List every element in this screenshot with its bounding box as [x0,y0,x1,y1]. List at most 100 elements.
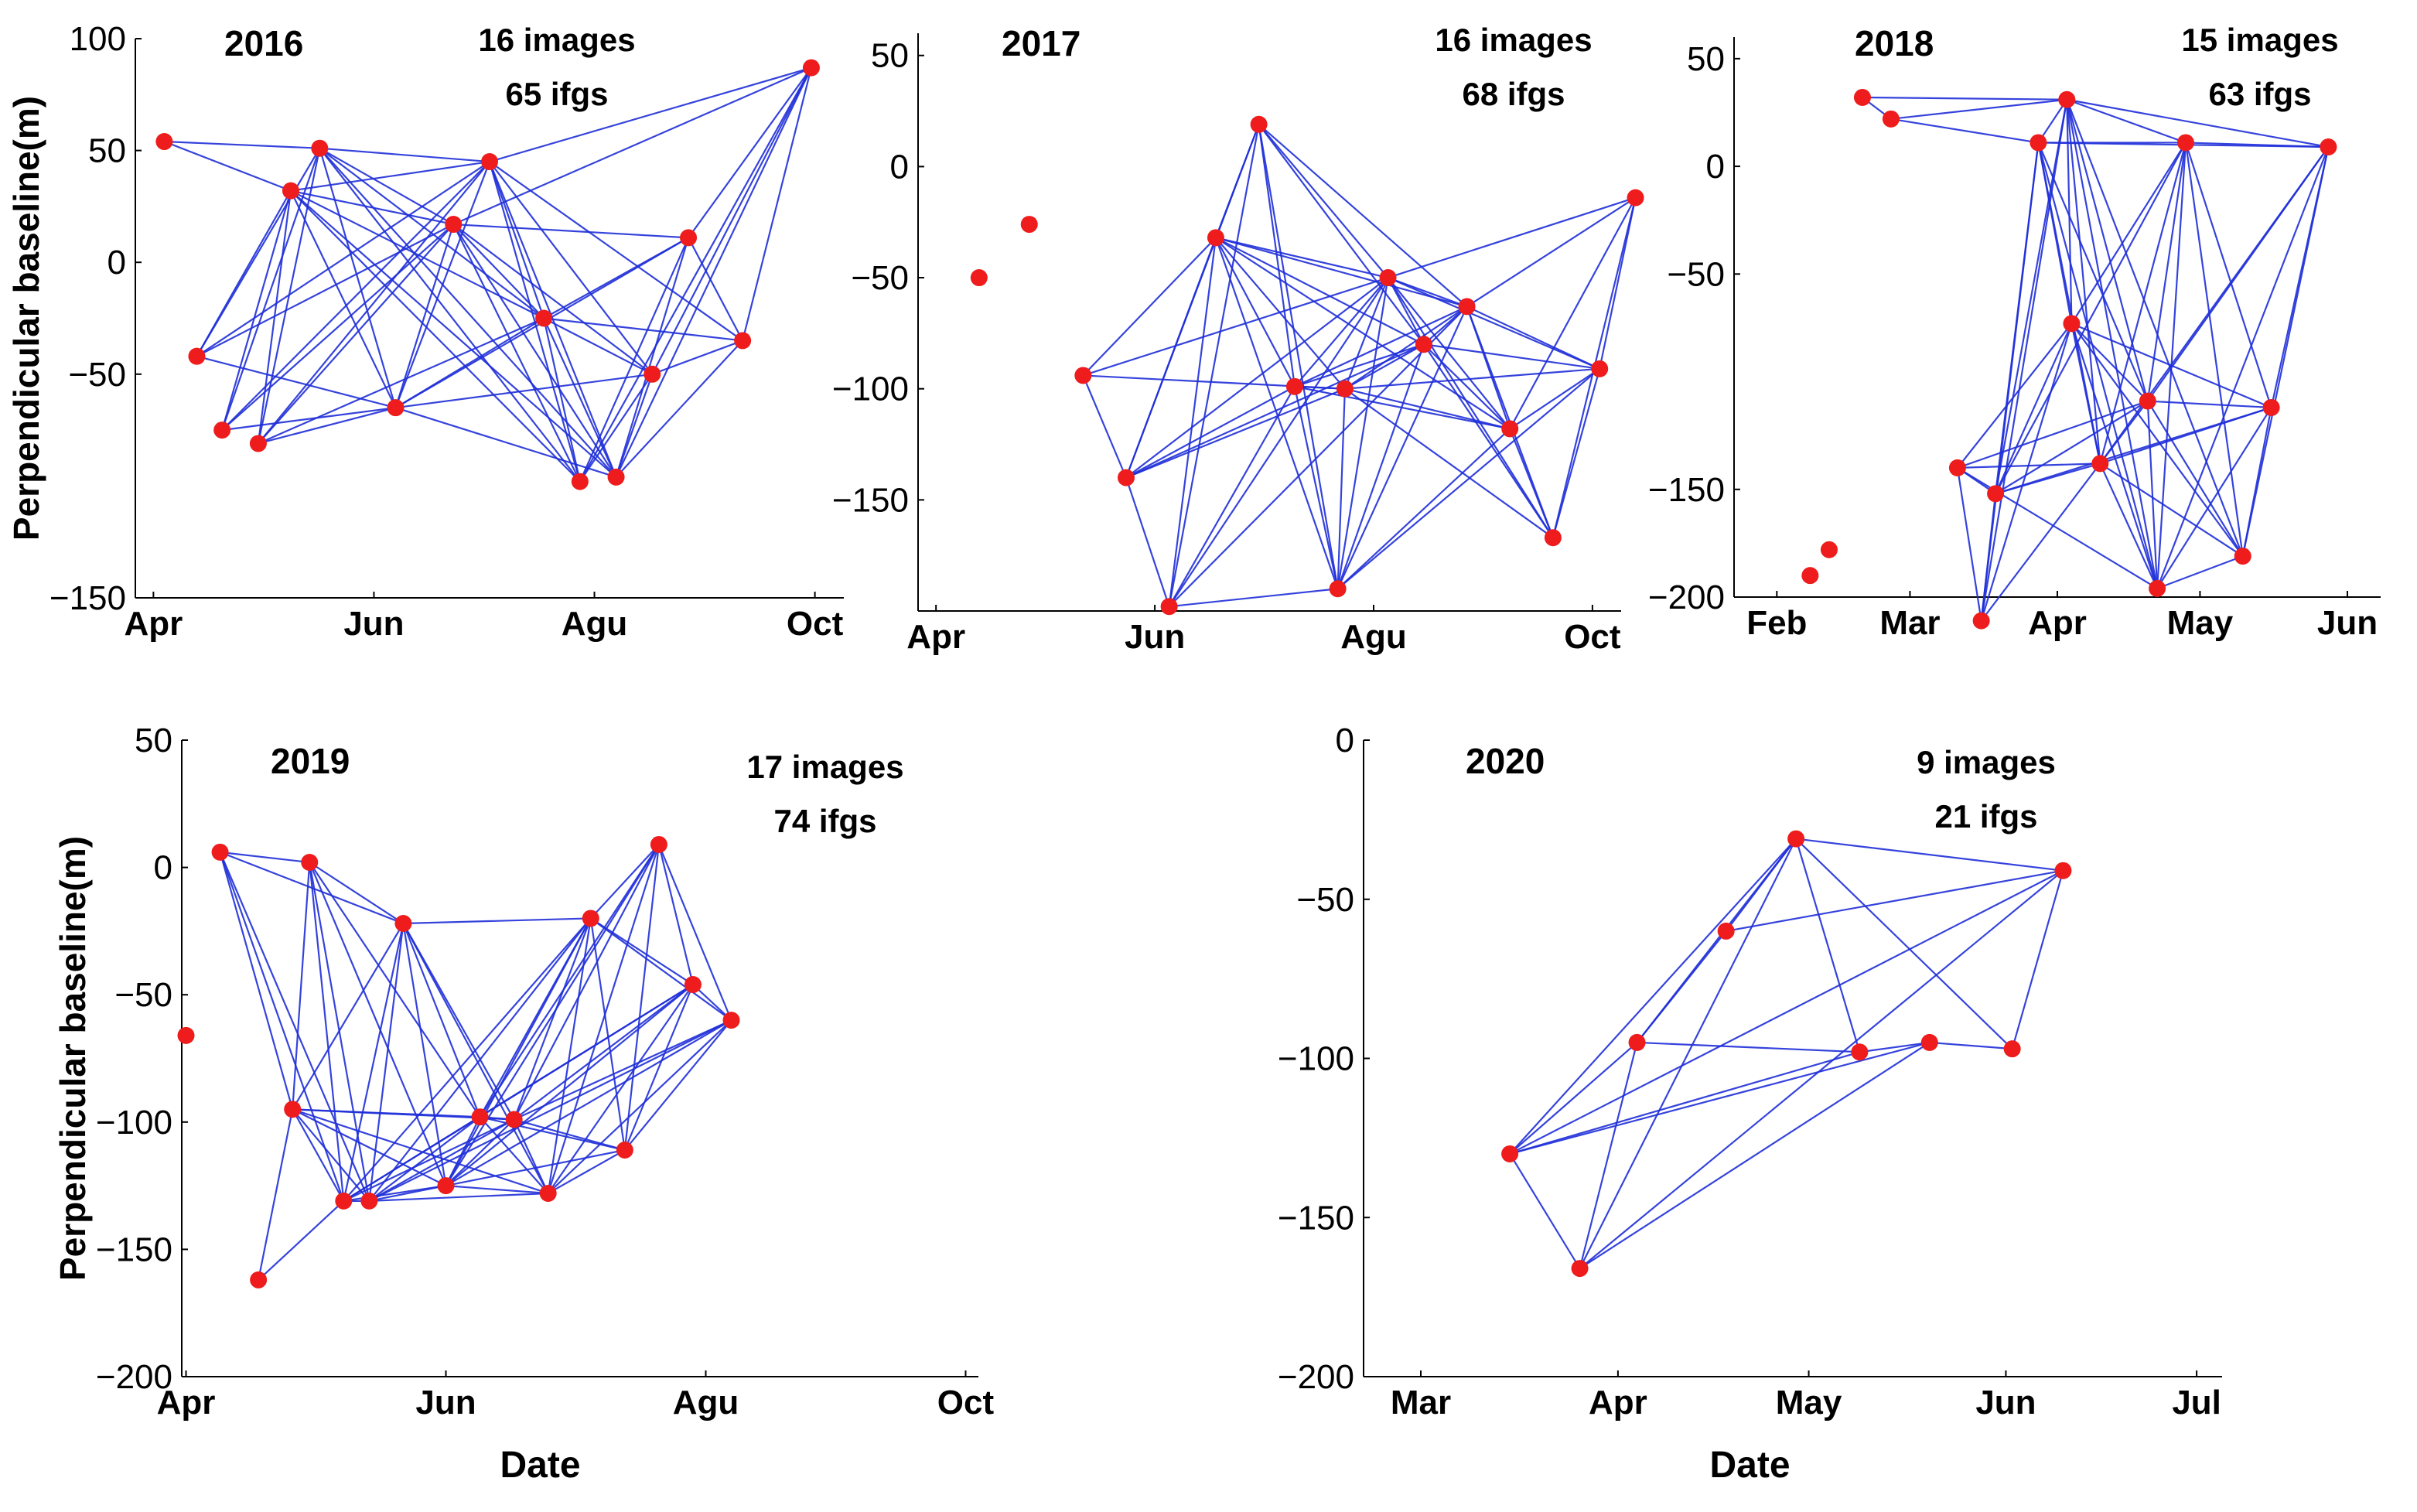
interferogram-edge [543,317,653,375]
interferogram-edge [1890,98,2067,120]
interferogram-edge [1293,386,1339,589]
interferogram-edge [1387,277,1511,430]
interferogram-edge [290,189,617,478]
acquisition-point [1717,922,1735,940]
interferogram-edge [2066,99,2159,589]
interferogram-edge [1258,124,1389,278]
interferogram-edge [1214,237,1296,387]
interferogram-edge [394,161,491,408]
interferogram-edge [1423,305,1468,346]
interferogram-edge [1423,343,1554,538]
acquisition-point [360,1192,378,1210]
interferogram-edge [1957,400,2149,469]
acquisition-point [1851,1043,1869,1061]
interferogram-edge [1980,99,2068,621]
y-tick-label: −100 [96,1104,172,1142]
interferogram-edge [1344,305,1468,390]
interferogram-edge [2011,870,2064,1050]
y-tick-label: −150 [832,481,909,519]
acquisition-point [1920,1033,1938,1051]
interferogram-edge [163,141,292,192]
interferogram-edge [489,161,654,375]
interferogram-edge [2070,323,2244,557]
acquisition-point [2058,90,2076,108]
panel-title: 2019 [271,741,350,781]
interferogram-edge [369,1192,548,1202]
x-tick-label: Jun [1975,1384,2036,1422]
acquisition-point [722,1012,740,1029]
interferogram-edge [2066,99,2101,464]
interferogram-edge [2066,99,2244,557]
interferogram-edge [615,340,743,478]
acquisition-point [2063,315,2081,333]
interferogram-edge [623,1019,732,1151]
interferogram-edge [1795,838,1861,1053]
acquisition-point [970,269,988,287]
acquisition-point [1987,485,2005,503]
acquisition-point [644,365,661,383]
interferogram-edge [579,67,812,483]
interferogram-edge [589,918,626,1151]
interferogram-edge [258,161,490,445]
interferogram-edge [402,923,447,1186]
acquisition-point [1820,541,1838,558]
interferogram-edge [292,923,405,1110]
panel-annotation: 17 images [746,749,903,785]
interferogram-edge [1859,1041,1930,1053]
interferogram-edge [196,148,321,357]
acquisition-point [2091,455,2109,473]
interferogram-edge [1082,375,1128,479]
interferogram-edge [394,224,455,408]
interferogram-edge [292,1108,345,1202]
interferogram-edge [290,189,581,483]
interferogram-edge [548,1149,626,1194]
interferogram-edge [1929,1041,2012,1050]
interferogram-edge [1509,869,2064,1155]
y-tick-label: 0 [890,148,909,186]
interferogram-edge [579,374,654,483]
interferogram-edge [369,1185,446,1202]
interferogram-edge [319,147,545,319]
x-tick-label: May [2167,604,2234,642]
x-tick-label: May [1776,1384,1842,1422]
acquisition-point [2030,134,2047,152]
interferogram-edge [445,1118,515,1186]
interferogram-edge [1258,124,1296,387]
interferogram-edge [453,223,689,239]
interferogram-edge [692,984,732,1021]
interferogram-edge [2037,142,2159,589]
interferogram-edge [2146,146,2330,402]
interferogram-edge [403,917,591,925]
interferogram-edge [219,852,294,1110]
interferogram-edge [446,1149,626,1187]
acquisition-point [1627,189,1644,206]
interferogram-edge [1956,467,1982,621]
acquisition-point [471,1108,489,1126]
interferogram-edge [651,67,812,375]
interferogram-edge [1337,428,1511,590]
panel-annotation: 15 images [2181,22,2338,58]
interferogram-edge [196,224,454,357]
acquisition-point [1972,612,1990,630]
interferogram-edge [1995,142,2187,494]
interferogram-edge [258,317,545,445]
interferogram-edge [446,1185,548,1195]
interferogram-edge [1168,386,1296,607]
interferogram-edge [657,844,695,985]
y-tick-label: −100 [1278,1040,1354,1078]
interferogram-edge [452,224,581,483]
interferogram-edge [479,844,660,1118]
interferogram-edge [1337,343,1425,589]
interferogram-edge [1344,387,1511,430]
x-tick-label: Apr [1589,1384,1647,1422]
interferogram-edge [1725,838,1797,932]
interferogram-edge [2156,555,2244,589]
acquisition-point [481,153,498,171]
interferogram-edge [1995,99,2068,494]
interferogram-edge [1579,869,2064,1269]
acquisition-point [1787,830,1805,848]
acquisition-point [387,399,405,417]
acquisition-point [571,473,589,490]
